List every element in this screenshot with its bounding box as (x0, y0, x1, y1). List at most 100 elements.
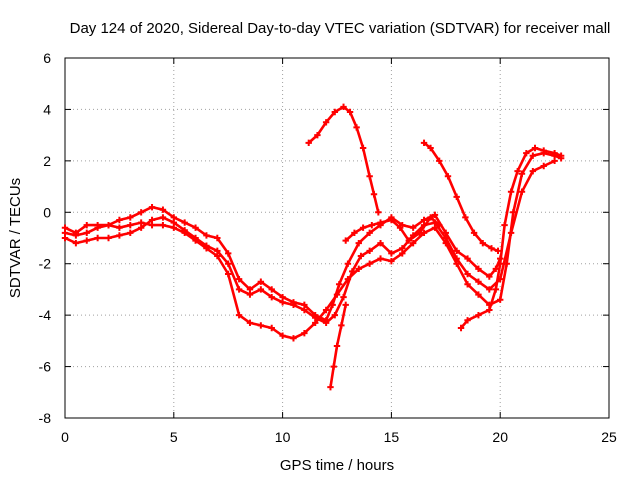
data-point (235, 275, 243, 283)
data-point (340, 293, 347, 301)
data-point (279, 299, 286, 306)
data-point (462, 214, 469, 221)
data-point (127, 221, 134, 229)
data-point (279, 332, 286, 339)
data-point (475, 278, 482, 285)
data-point (257, 286, 265, 293)
y-tick-label: 6 (43, 50, 51, 66)
data-point (497, 296, 504, 303)
data-point (355, 239, 362, 247)
data-point (137, 209, 145, 216)
data-point (488, 245, 495, 252)
data-point (181, 219, 188, 226)
data-point (436, 157, 443, 165)
data-point (416, 229, 423, 237)
data-point (83, 237, 90, 244)
data-point (301, 306, 308, 314)
data-point (333, 342, 341, 350)
series-pass-5 (422, 141, 500, 253)
data-point (235, 286, 243, 293)
data-point (344, 275, 352, 283)
data-point (475, 311, 482, 319)
data-point (368, 221, 376, 229)
data-point (427, 144, 434, 152)
data-point (290, 335, 297, 342)
x-axis-label: GPS time / hours (280, 457, 394, 474)
data-point (346, 108, 354, 116)
data-point (225, 260, 232, 267)
data-point (225, 250, 232, 257)
y-tick-label: -6 (39, 359, 52, 375)
data-point (510, 209, 517, 216)
data-point (507, 188, 515, 195)
data-point (214, 252, 221, 260)
data-point (322, 306, 330, 314)
data-point (338, 322, 345, 329)
data-point (470, 229, 478, 237)
data-point (116, 216, 123, 224)
data-point (225, 270, 232, 278)
data-point (137, 219, 145, 226)
data-point (409, 239, 417, 247)
data-point (388, 257, 395, 265)
data-point (72, 239, 80, 247)
data-point (127, 214, 134, 221)
data-point (464, 281, 471, 288)
y-tick-label: -4 (39, 307, 52, 323)
data-point (492, 286, 500, 293)
data-point (540, 162, 547, 170)
y-tick-label: -8 (39, 410, 52, 426)
data-point (503, 260, 510, 267)
data-point (388, 216, 395, 224)
data-point (377, 255, 384, 262)
y-axis-label: SDTVAR / TECUs (7, 178, 24, 298)
data-point (314, 131, 321, 139)
data-point (436, 221, 443, 229)
data-point (340, 103, 347, 111)
data-point (475, 265, 482, 273)
data-point (353, 124, 360, 131)
data-point (396, 224, 404, 231)
data-point (399, 250, 406, 257)
data-point (322, 119, 330, 126)
data-point (431, 211, 439, 219)
data-point (475, 291, 482, 298)
series-pass-4 (307, 105, 380, 214)
data-point (257, 322, 265, 329)
data-point (453, 193, 460, 201)
data-point (127, 229, 134, 237)
data-point (366, 260, 373, 267)
data-point (357, 252, 365, 260)
data-point (492, 265, 500, 273)
data-point (148, 221, 156, 229)
data-point (359, 144, 367, 152)
data-point (305, 139, 312, 147)
data-point (453, 260, 460, 267)
data-point (501, 221, 508, 229)
data-point (540, 147, 547, 154)
data-point (486, 286, 493, 293)
data-point (375, 209, 382, 216)
data-point (72, 232, 80, 239)
data-point (409, 224, 417, 231)
data-point (427, 214, 434, 221)
data-point (479, 239, 486, 247)
data-point (290, 301, 297, 309)
data-point (431, 224, 439, 231)
data-point (159, 214, 167, 221)
data-point (355, 265, 362, 273)
data-point (464, 255, 471, 262)
data-point (61, 229, 69, 237)
data-point (359, 224, 367, 231)
data-point (268, 324, 275, 332)
data-point (366, 173, 373, 180)
data-point (246, 291, 254, 298)
data-point (192, 224, 199, 231)
data-point (405, 237, 413, 244)
y-tick-label: 0 (43, 204, 51, 220)
data-point (453, 247, 460, 255)
data-point (523, 149, 530, 157)
data-point (257, 278, 265, 285)
data-point (235, 311, 243, 319)
